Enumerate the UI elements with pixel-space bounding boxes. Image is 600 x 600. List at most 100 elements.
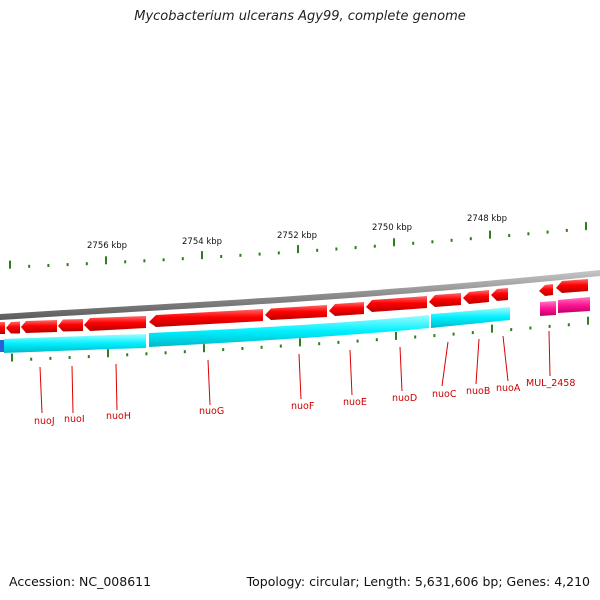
cds-track <box>0 279 588 334</box>
genome-summary: Topology: circular; Length: 5,631,606 bp… <box>246 574 590 589</box>
minor-tick <box>316 248 319 252</box>
cds-arrow <box>0 322 5 334</box>
minor-tick <box>239 253 242 257</box>
connector-line <box>207 359 211 406</box>
genome-backbone <box>0 270 600 320</box>
minor-tick <box>565 228 568 232</box>
cds-arrow <box>366 296 427 312</box>
minor-tick <box>145 352 148 356</box>
connector-line <box>548 330 551 377</box>
major-tick <box>585 222 587 231</box>
minor-tick <box>162 258 165 262</box>
minor-tick <box>49 356 52 360</box>
gene-label-nuoJ: nuoJ <box>34 416 55 427</box>
gene-label-nuoC: nuoC <box>432 389 457 400</box>
inner-tick-ring <box>11 316 589 362</box>
minor-tick <box>85 262 88 266</box>
gene-block <box>431 307 510 328</box>
minor-tick <box>87 355 90 359</box>
minor-tick <box>277 251 280 255</box>
major-tick <box>587 316 589 325</box>
minor-tick <box>30 357 33 361</box>
scale-label-2750: 2750 kbp <box>372 223 412 233</box>
cds-arrow <box>491 288 508 301</box>
major-tick <box>107 349 109 358</box>
minor-tick <box>450 238 453 242</box>
cds-arrow <box>429 293 461 307</box>
minor-tick <box>373 244 376 248</box>
cds-arrow <box>84 316 146 331</box>
scale-label-2756: 2756 kbp <box>87 241 127 251</box>
minor-tick <box>258 252 261 256</box>
pseudo-gene-block <box>558 297 590 313</box>
minor-tick <box>260 345 263 349</box>
major-tick <box>203 344 205 353</box>
minor-tick <box>183 350 186 354</box>
gene-track <box>0 297 590 353</box>
scale-label-2754: 2754 kbp <box>182 237 222 247</box>
minor-tick <box>431 240 434 244</box>
minor-tick <box>356 339 359 343</box>
minor-tick <box>337 340 340 344</box>
scale-label-2752: 2752 kbp <box>277 231 317 241</box>
cds-arrow <box>58 319 83 332</box>
scale-label-2748: 2748 kbp <box>467 214 507 224</box>
gene-block <box>0 340 4 352</box>
minor-tick <box>164 351 167 355</box>
minor-tick <box>220 255 223 258</box>
connector-line <box>71 365 74 414</box>
major-tick <box>11 353 13 362</box>
minor-tick <box>222 348 225 352</box>
major-tick <box>105 256 107 265</box>
connector-line <box>441 341 449 387</box>
major-tick <box>201 251 203 260</box>
connector-line <box>298 353 302 400</box>
major-tick <box>491 324 493 333</box>
cds-arrow <box>539 284 553 296</box>
minor-tick <box>375 338 378 342</box>
cds-arrow <box>556 279 588 293</box>
connector-line <box>39 366 43 414</box>
connector-line <box>475 338 480 385</box>
minor-tick <box>335 247 338 251</box>
cds-arrow <box>265 305 327 320</box>
minor-tick <box>354 246 357 250</box>
minor-tick <box>529 326 532 330</box>
minor-tick <box>66 263 69 267</box>
major-tick <box>299 338 301 347</box>
cds-arrow <box>149 309 263 327</box>
minor-tick <box>508 234 511 237</box>
major-tick <box>297 245 299 254</box>
minor-tick <box>279 344 282 348</box>
minor-tick <box>548 324 551 328</box>
minor-tick <box>47 264 50 267</box>
map-title: Mycobacterium ulcerans Agy99, complete g… <box>134 9 466 24</box>
gene-label-nuoA: nuoA <box>496 383 521 394</box>
major-tick <box>489 230 491 239</box>
outer-tick-ring <box>9 222 587 269</box>
gene-block <box>4 334 146 353</box>
gene-label-nuoF: nuoF <box>291 401 314 412</box>
minor-tick <box>471 331 474 335</box>
minor-tick <box>546 230 549 234</box>
minor-tick <box>28 264 31 268</box>
gene-label-nuoE: nuoE <box>343 397 367 408</box>
gene-label-nuoD: nuoD <box>392 393 417 404</box>
minor-tick <box>510 328 513 332</box>
cds-arrow <box>329 302 364 316</box>
pseudo-gene-block <box>540 301 556 316</box>
gene-label-nuoH: nuoH <box>106 411 131 422</box>
gene-label-nuoG: nuoG <box>199 406 224 417</box>
minor-tick <box>181 257 184 261</box>
gene-label-MUL_2458: MUL_2458 <box>526 378 575 389</box>
major-tick <box>395 331 397 340</box>
connector-line <box>502 335 509 382</box>
minor-tick <box>412 241 415 245</box>
minor-tick <box>68 356 71 359</box>
gene-block <box>149 315 429 347</box>
minor-tick <box>567 323 570 327</box>
gene-label-nuoI: nuoI <box>64 414 85 425</box>
minor-tick <box>126 353 129 357</box>
minor-tick <box>433 334 436 338</box>
